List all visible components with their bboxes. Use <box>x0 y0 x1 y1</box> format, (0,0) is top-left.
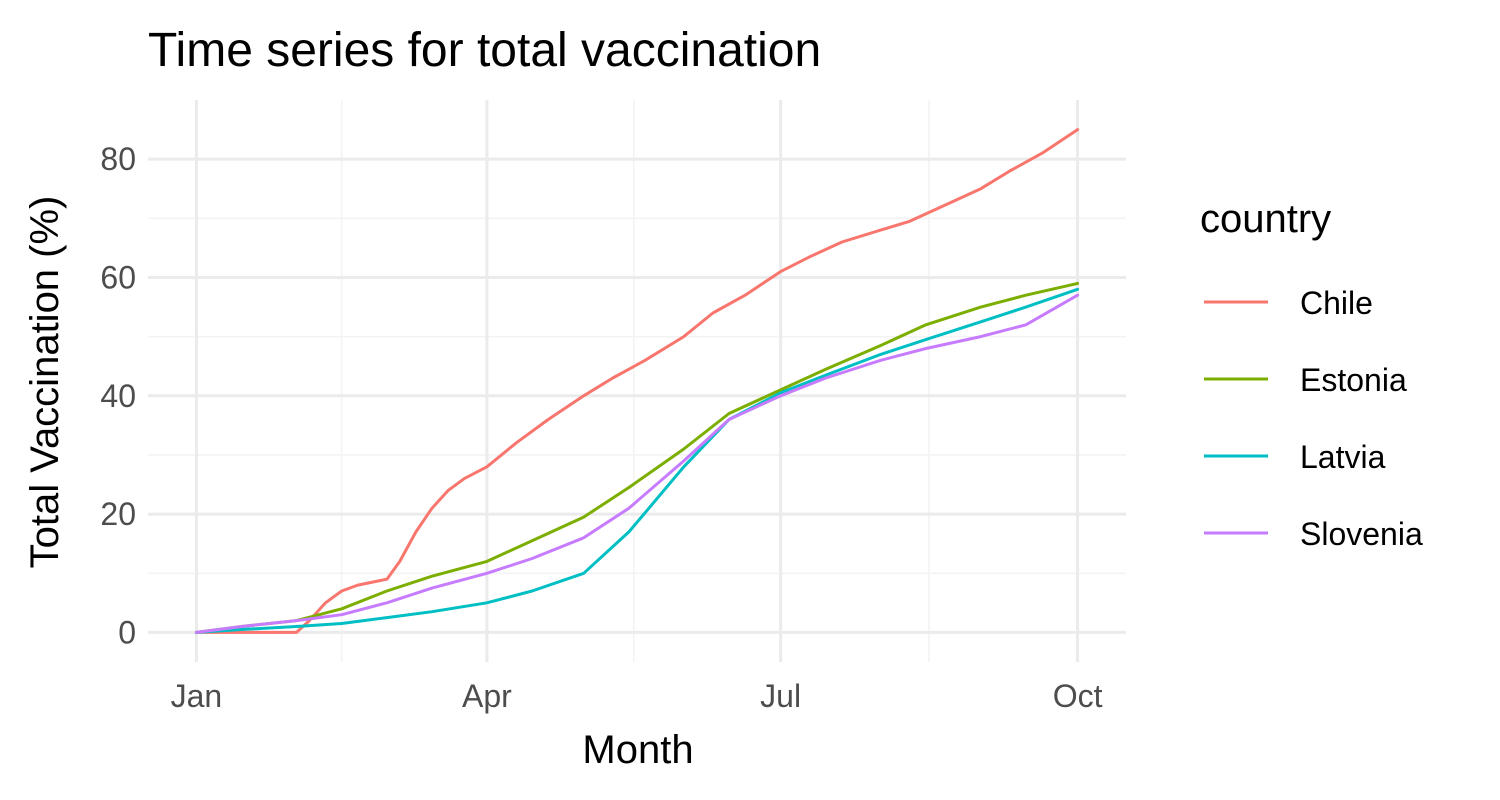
series-line-estonia <box>194 281 1080 634</box>
legend-items: Chile Estonia Latvia Slovenia <box>1204 285 1423 552</box>
legend-label-chile: Chile <box>1300 285 1373 321</box>
x-tick-label: Oct <box>1053 678 1103 714</box>
y-tick-label: 0 <box>118 614 136 650</box>
x-tick-label: Jan <box>171 678 223 714</box>
legend-title: country <box>1200 197 1331 241</box>
series-line-chile <box>194 128 1080 634</box>
series-line-latvia <box>194 287 1080 634</box>
y-tick-label: 40 <box>100 378 136 414</box>
y-tick-label: 80 <box>100 141 136 177</box>
y-axis-tick-labels: 0 20 40 60 80 <box>100 141 136 650</box>
x-axis-tick-labels: Jan Apr Jul Oct <box>171 678 1103 714</box>
grid <box>148 100 1126 662</box>
legend-label-estonia: Estonia <box>1300 362 1407 398</box>
legend-label-latvia: Latvia <box>1300 439 1386 475</box>
legend-label-slovenia: Slovenia <box>1300 516 1423 552</box>
y-tick-label: 60 <box>100 259 136 295</box>
x-axis-title: Month <box>582 728 693 772</box>
legend: country Chile Estonia Latvia Slovenia <box>1200 197 1423 552</box>
series-line-slovenia <box>194 293 1080 634</box>
series-lines <box>194 128 1080 634</box>
y-tick-label: 20 <box>100 496 136 532</box>
chart-title: Time series for total vaccination <box>148 24 821 77</box>
y-axis-title: Total Vaccination (%) <box>23 196 67 569</box>
x-tick-label: Jul <box>760 678 801 714</box>
x-tick-label: Apr <box>462 678 512 714</box>
